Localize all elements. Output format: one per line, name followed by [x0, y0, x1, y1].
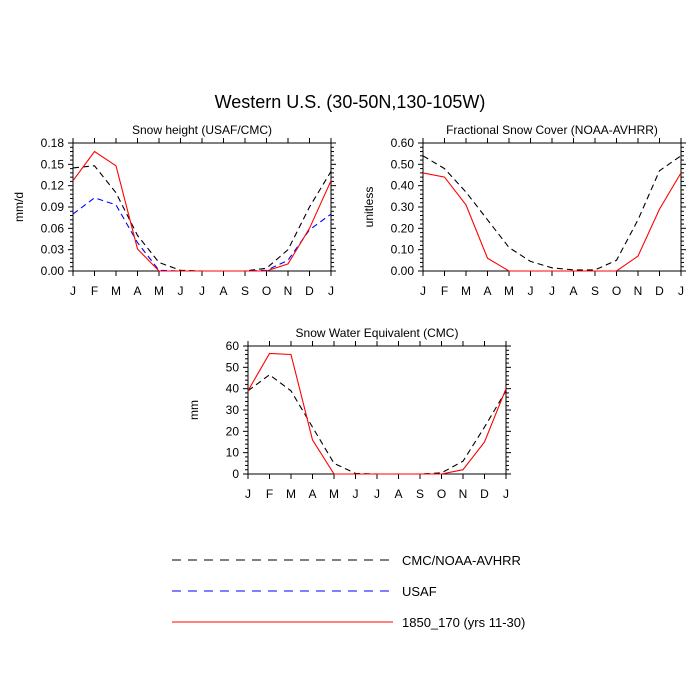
x-tick-label: O	[437, 487, 446, 501]
y-tick-label: 40	[226, 382, 240, 396]
y-tick-label: 0.60	[391, 136, 415, 150]
x-tick-label: J	[178, 284, 184, 298]
y-tick-label: 0.15	[41, 157, 65, 171]
x-tick-label: S	[591, 284, 599, 298]
x-tick-label: J	[70, 284, 76, 298]
x-tick-label: O	[612, 284, 621, 298]
series-line-cmc	[422, 155, 682, 271]
y-tick-label: 0.20	[391, 221, 415, 235]
x-tick-label: F	[266, 487, 273, 501]
y-tick-label: 0.09	[41, 200, 65, 214]
series-line-model	[247, 352, 507, 475]
x-tick-label: A	[308, 487, 316, 501]
x-tick-label: J	[328, 284, 334, 298]
x-tick-label: N	[634, 284, 643, 298]
x-tick-label: S	[416, 487, 424, 501]
series-line-usaf	[72, 197, 332, 272]
x-tick-label: J	[528, 284, 534, 298]
x-tick-label: F	[441, 284, 448, 298]
series-line-model	[422, 172, 682, 272]
x-tick-label: A	[569, 284, 577, 298]
chart-3: Snow Water Equivalent (CMC) 0 10 20 30 40 50 60…	[187, 326, 511, 501]
x-tick-label: A	[219, 284, 227, 298]
x-tick-label: M	[154, 284, 164, 298]
x-tick-label: M	[461, 284, 471, 298]
plot-frame	[422, 142, 682, 272]
chart-title: Snow Water Equivalent (CMC)	[296, 326, 459, 340]
x-tick-label: J	[245, 487, 251, 501]
x-tick-label: S	[241, 284, 249, 298]
x-tick-label: D	[480, 487, 489, 501]
y-tick-label: 0.30	[391, 200, 415, 214]
legend-label: CMC/NOAA-AVHRR	[402, 553, 521, 568]
x-tick-label: J	[549, 284, 555, 298]
figure-title: Western U.S. (30-50N,130-105W)	[215, 92, 486, 112]
x-tick-label: J	[199, 284, 205, 298]
x-tick-label: N	[284, 284, 293, 298]
x-tick-label: A	[483, 284, 491, 298]
y-tick-label: 30	[226, 403, 240, 417]
x-tick-label: J	[678, 284, 684, 298]
x-tick-label: A	[394, 487, 402, 501]
x-tick-label: J	[503, 487, 509, 501]
y-tick-label: 0.18	[41, 136, 65, 150]
x-tick-label: M	[111, 284, 121, 298]
legend-item-cmc: CMC/NOAA-AVHRR	[172, 553, 521, 568]
x-tick-label: O	[262, 284, 271, 298]
series-line-cmc	[247, 374, 507, 475]
legend-label: 1850_170 (yrs 11-30)	[402, 615, 525, 630]
series-line-model	[72, 150, 332, 272]
y-tick-label: 60	[226, 339, 240, 353]
chart-title: Fractional Snow Cover (NOAA-AVHRR)	[446, 123, 658, 137]
y-tick-label: 0.00	[41, 264, 65, 278]
y-tick-label: 50	[226, 360, 240, 374]
x-tick-label: F	[91, 284, 98, 298]
y-tick-label: 0.03	[41, 243, 65, 257]
x-tick-label: M	[504, 284, 514, 298]
x-tick-label: D	[655, 284, 664, 298]
legend-item-usaf: USAF	[172, 584, 437, 599]
plot-frame	[72, 142, 332, 272]
y-tick-label: 0	[232, 467, 239, 481]
series-line-cmc	[72, 165, 332, 272]
x-tick-label: N	[459, 487, 468, 501]
legend-label: USAF	[402, 584, 437, 599]
y-tick-label: 0.06	[41, 221, 65, 235]
x-tick-label: J	[374, 487, 380, 501]
y-tick-label: 0.10	[391, 243, 415, 257]
chart-title: Snow height (USAF/CMC)	[132, 123, 272, 137]
plot-frame	[247, 345, 507, 475]
x-tick-label: A	[133, 284, 141, 298]
y-tick-label: 0.40	[391, 179, 415, 193]
y-axis-label: mm/d	[12, 192, 26, 222]
y-tick-label: 20	[226, 424, 240, 438]
legend: CMC/NOAA-AVHRR USAF 1850_170 (yrs 11-30)	[172, 553, 525, 630]
legend-item-model: 1850_170 (yrs 11-30)	[172, 615, 525, 630]
x-tick-label: M	[286, 487, 296, 501]
y-tick-label: 0.12	[41, 179, 65, 193]
y-tick-label: 0.00	[391, 264, 415, 278]
x-tick-label: M	[329, 487, 339, 501]
y-axis-label: unitless	[362, 187, 376, 228]
y-tick-label: 10	[226, 446, 240, 460]
chart-2: Fractional Snow Cover (NOAA-AVHRR) 0.00 0.…	[362, 123, 686, 298]
y-tick-label: 0.50	[391, 157, 415, 171]
x-tick-label: D	[305, 284, 314, 298]
y-axis-label: mm	[187, 400, 201, 420]
x-tick-label: J	[420, 284, 426, 298]
chart-1: Snow height (USAF/CMC) 0.00 0.03 0.06 0.09 0.…	[12, 123, 336, 298]
x-tick-label: J	[353, 487, 359, 501]
plots-container: Snow height (USAF/CMC) 0.00 0.03 0.06 0.09 0.…	[12, 123, 686, 501]
